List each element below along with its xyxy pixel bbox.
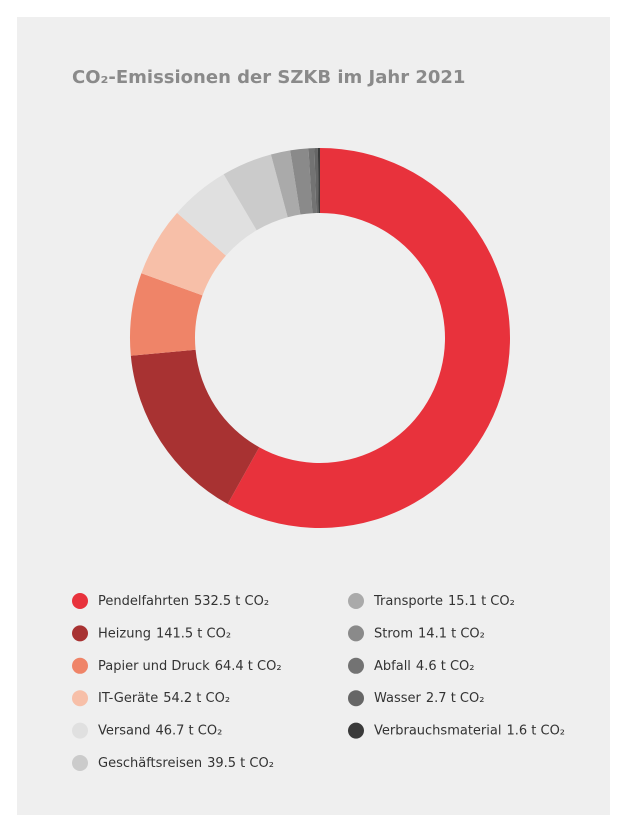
legend-swatch — [72, 690, 88, 707]
donut-slice — [290, 148, 313, 215]
legend-value: 532.5 t CO₂ — [194, 594, 269, 609]
legend-entry: Versand 46.7 t CO₂ — [98, 723, 222, 738]
legend-swatch — [348, 657, 364, 674]
legend-name: Papier und Druck — [98, 658, 210, 673]
donut-slice — [270, 150, 301, 218]
donut-slice — [130, 273, 203, 356]
legend-name: Abfall — [374, 658, 411, 673]
legend-swatch — [348, 625, 364, 642]
legend-entry: Abfall 4.6 t CO₂ — [374, 658, 474, 673]
legend-entry: Papier und Druck 64.4 t CO₂ — [98, 658, 282, 673]
legend-name: IT-Geräte — [98, 691, 158, 706]
legend-entry: Heizung 141.5 t CO₂ — [98, 626, 231, 641]
legend-entry: Transporte 15.1 t CO₂ — [373, 594, 515, 609]
legend-entry: Verbrauchsmaterial 1.6 t CO₂ — [374, 723, 565, 738]
legend-value: 14.1 t CO₂ — [418, 626, 485, 641]
legend-name: Pendelfahrten — [98, 594, 189, 609]
legend-value: 2.7 t CO₂ — [426, 691, 485, 706]
legend-name: Verbrauchsmaterial — [374, 723, 501, 738]
legend-swatch — [72, 625, 88, 642]
legend-name: Versand — [98, 723, 150, 738]
donut-slice — [227, 148, 510, 528]
legend-name: Transporte — [373, 594, 443, 609]
legend-name: Strom — [374, 626, 413, 641]
legend-swatch — [72, 593, 88, 609]
donut-slice — [141, 212, 226, 296]
legend-name: Heizung — [98, 626, 151, 641]
donut-slice — [223, 154, 288, 231]
legend-value: 1.6 t CO₂ — [506, 723, 565, 738]
legend-value: 54.2 t CO₂ — [163, 691, 230, 706]
legend-value: 15.1 t CO₂ — [448, 594, 515, 609]
donut-slice — [177, 174, 257, 256]
legend-swatch — [72, 755, 88, 771]
donut-slice — [308, 148, 317, 214]
legend-swatch — [348, 593, 364, 609]
legend-entry: Wasser 2.7 t CO₂ — [374, 691, 484, 706]
legend-entry: Geschäftsreisen 39.5 t CO₂ — [98, 756, 274, 771]
legend-swatch — [348, 722, 364, 739]
legend-entry: Pendelfahrten 532.5 t CO₂ — [98, 594, 269, 609]
legend-swatch — [348, 690, 364, 707]
donut-slice — [130, 349, 260, 505]
legend-value: 39.5 t CO₂ — [207, 756, 274, 771]
legend-value: 4.6 t CO₂ — [416, 658, 475, 673]
legend-entry: IT-Geräte 54.2 t CO₂ — [98, 691, 230, 706]
donut-slice — [314, 148, 319, 214]
chart-title: CO₂-Emissionen der SZKB im Jahr 2021 — [72, 67, 465, 88]
legend-swatch — [72, 722, 88, 739]
legend-value: 64.4 t CO₂ — [215, 658, 282, 673]
legend-swatch — [72, 657, 88, 674]
legend-entry: Strom 14.1 t CO₂ — [374, 626, 485, 641]
legend-value: 46.7 t CO₂ — [155, 723, 222, 738]
legend-name: Wasser — [374, 691, 422, 706]
donut-slice — [317, 148, 320, 214]
legend-value: 141.5 t CO₂ — [156, 626, 231, 641]
legend-name: Geschäftsreisen — [98, 756, 202, 771]
